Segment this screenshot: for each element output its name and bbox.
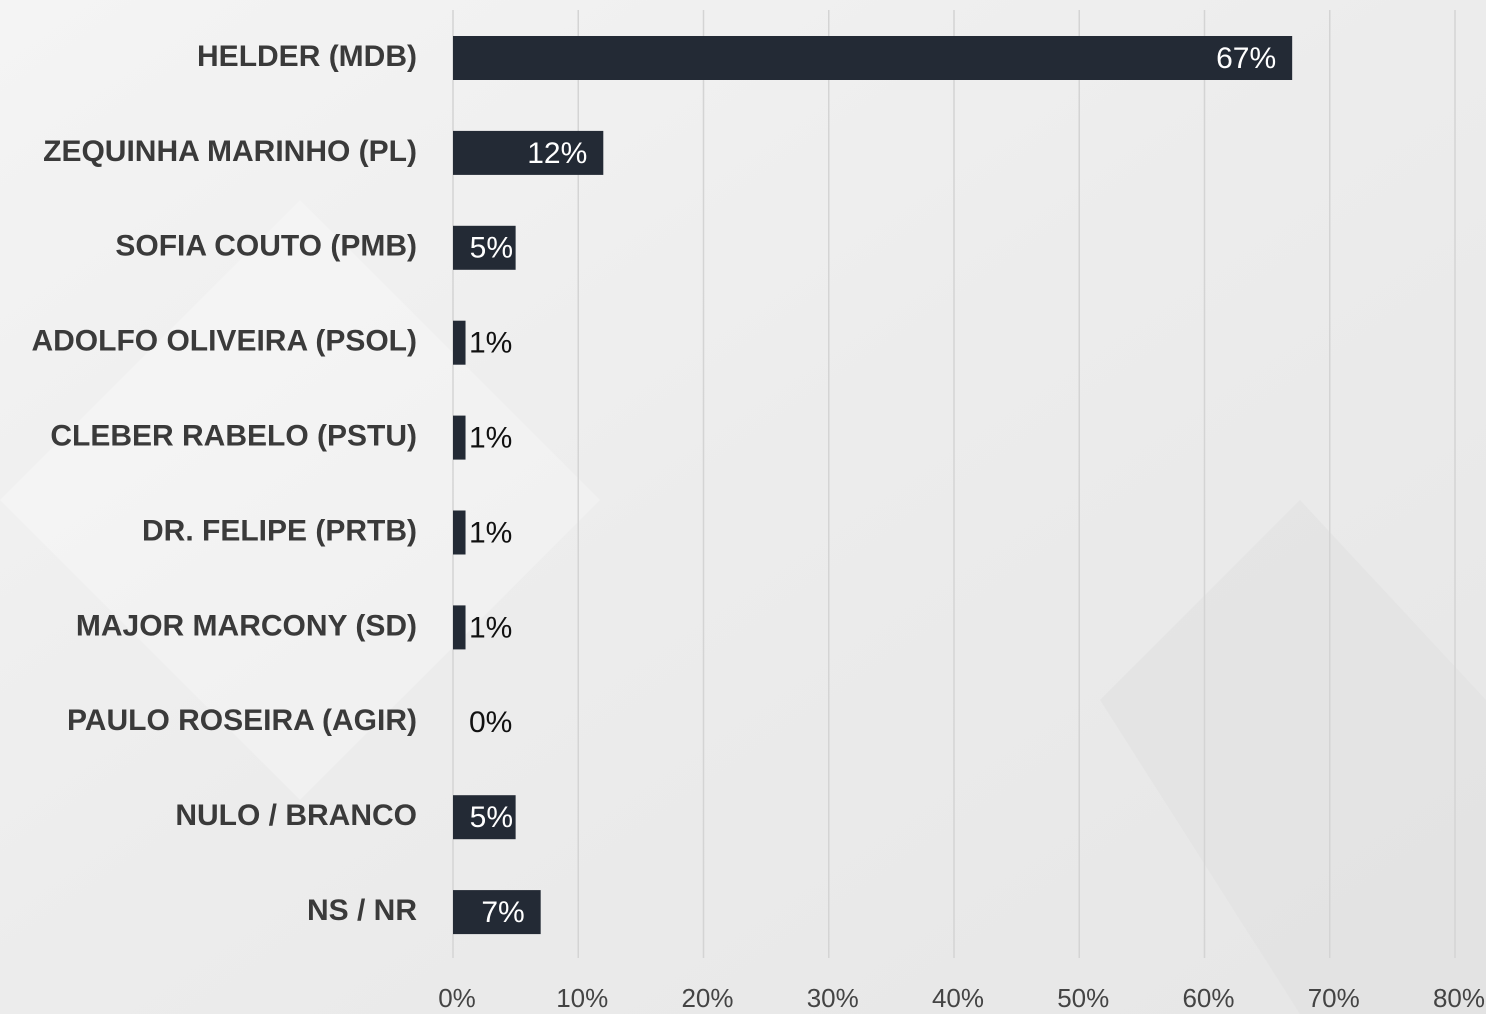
x-tick-label: 0%	[438, 983, 476, 1013]
x-tick-label: 10%	[556, 983, 608, 1013]
marks: HELDER (MDB) 67% ZEQUINHA MARINHO (PL) 12% S…	[31, 36, 1293, 935]
bar	[453, 320, 466, 365]
value-label: 1%	[469, 516, 512, 549]
category-label: NS / NR	[307, 894, 417, 927]
category-label: CLEBER RABELO (PSTU)	[50, 420, 417, 453]
category-label: ZEQUINHA MARINHO (PL)	[43, 135, 417, 168]
x-tick-label: 40%	[932, 983, 984, 1013]
category-label: HELDER (MDB)	[197, 40, 417, 73]
background-shape	[1100, 500, 1486, 1014]
value-label: 12%	[527, 137, 587, 170]
x-tick-label: 70%	[1308, 983, 1360, 1013]
bar	[453, 36, 1293, 80]
value-label: 67%	[1216, 42, 1276, 75]
category-label: SOFIA COUTO (PMB)	[115, 230, 417, 263]
bar	[453, 415, 466, 460]
bar	[453, 510, 466, 555]
value-label: 5%	[470, 232, 513, 265]
background-shape	[0, 200, 600, 800]
x-tick-label: 30%	[807, 983, 859, 1013]
bar	[453, 890, 541, 935]
value-label: 7%	[481, 896, 524, 929]
x-tick-label: 20%	[681, 983, 733, 1013]
x-tick-label: 60%	[1182, 983, 1234, 1013]
bar	[453, 130, 604, 175]
category-label: NULO / BRANCO	[175, 799, 417, 832]
category-label: ADOLFO OLIVEIRA (PSOL)	[31, 325, 417, 358]
bar	[453, 225, 516, 270]
category-label: MAJOR MARCONY (SD)	[76, 609, 417, 642]
bar	[453, 795, 516, 840]
value-label: 0%	[469, 706, 512, 739]
category-label: DR. FELIPE (PRTB)	[142, 514, 417, 547]
x-tick-label: 50%	[1057, 983, 1109, 1013]
bar	[453, 605, 466, 650]
value-label: 1%	[469, 327, 512, 360]
value-label: 5%	[470, 801, 513, 834]
x-tick-label: 80%	[1433, 983, 1485, 1013]
value-label: 1%	[469, 611, 512, 644]
value-label: 1%	[469, 422, 512, 455]
category-label: PAULO ROSEIRA (AGIR)	[67, 704, 417, 737]
